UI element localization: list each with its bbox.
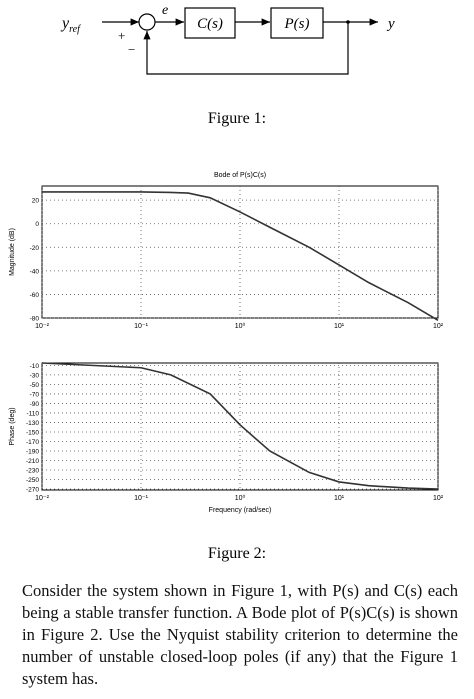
y-tick-label: 20 [32,198,40,205]
feedback-path [143,22,349,75]
x-tick-label: 10¹ [334,323,345,330]
y-tick-label: -250 [26,477,39,484]
x-tick-label: 10² [433,323,444,330]
y-tick-label: -270 [26,487,39,494]
y-tick-label: -20 [30,245,40,252]
chart-title: Bode of P(s)C(s) [214,172,266,179]
x-tick-label: 10⁰ [235,322,246,330]
x-tick-label: 10⁻¹ [134,323,148,330]
error-label: e [162,3,168,18]
y-tick-label: -90 [30,401,40,408]
controller-label: C(s) [197,16,223,32]
y-tick-label: -80 [30,316,40,323]
x-tick-label: 10⁻¹ [134,495,148,502]
y-tick-label: -230 [26,468,39,475]
y-tick-label: -70 [30,391,40,398]
figure-caption: Figure 2: [208,545,266,562]
input-symbol: y [60,15,70,32]
y-tick-label: -190 [26,448,39,455]
block-diagram [102,7,378,75]
y-tick-label: 0 [35,221,39,228]
plant-label: P(s) [284,16,310,32]
problem-text: Consider the system shown in Figure 1, w… [22,581,458,688]
plot-area [41,185,439,319]
x-tick-label: 10² [433,495,444,502]
branch-point [346,20,350,24]
plant-block [270,7,324,39]
y-tick-label: -50 [30,382,40,389]
x-tick-label: 10⁰ [235,494,246,502]
data-line [41,362,439,490]
y-tick-label: -110 [26,410,39,417]
y-tick-label: -30 [30,372,40,379]
y-axis-label: Magnitude (dB) [9,228,16,276]
output-label: y [386,16,395,32]
y-tick-label: -40 [30,268,40,275]
controller-block [184,7,236,39]
summing-junction [138,13,156,31]
y-tick-label: -130 [26,420,39,427]
plus-sign: + [118,28,125,43]
y-tick-label: -150 [26,429,39,436]
y-tick-label: -170 [26,439,39,446]
data-line [42,191,439,322]
x-tick-label: 10⁻² [35,495,49,502]
y-tick-label: -60 [30,292,40,299]
y-tick-label: -10 [30,363,40,370]
plot-area [41,362,439,491]
input-subscript: ref [69,24,81,35]
x-tick-label: 10¹ [334,495,345,502]
y-axis-label: Phase (deg) [9,407,16,445]
input-label: yref [60,15,81,35]
y-tick-label: -210 [26,458,39,465]
figure-caption: Figure 1: [208,110,266,127]
x-axis-label: Frequency (rad/sec) [209,507,272,514]
x-tick-label: 10⁻² [35,323,49,330]
minus-sign: − [128,42,135,57]
